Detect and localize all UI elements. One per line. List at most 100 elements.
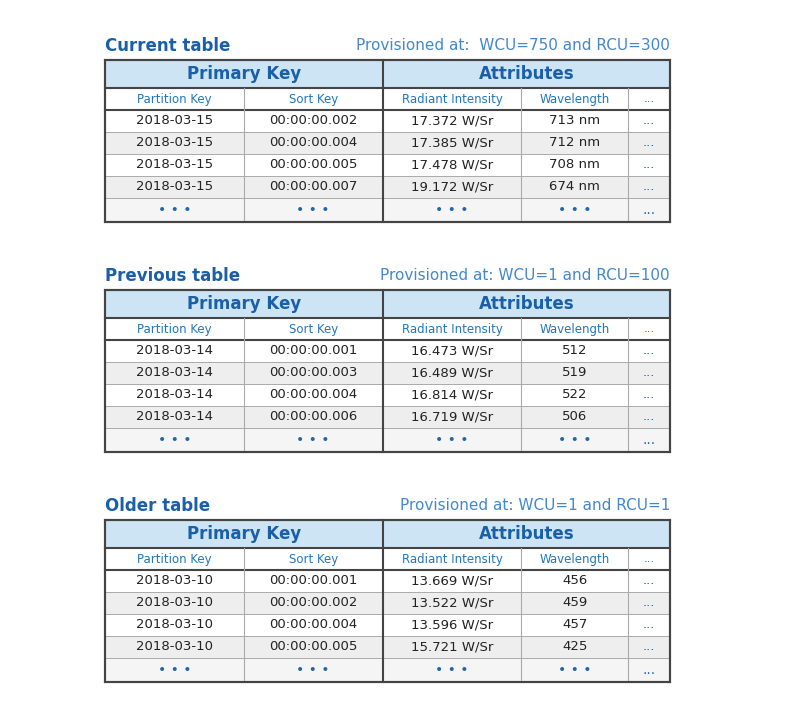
Bar (382, 88, 522, 110)
Text: 17.372 W/Sr: 17.372 W/Sr (411, 114, 494, 128)
Bar (244, 110, 382, 132)
Text: Wavelength: Wavelength (540, 322, 610, 336)
Bar (522, 88, 628, 110)
Bar (382, 110, 522, 132)
Text: 00:00:00.004: 00:00:00.004 (269, 618, 358, 632)
Text: • • •: • • • (297, 663, 330, 677)
Text: Primary Key: Primary Key (186, 295, 301, 313)
Text: • • •: • • • (158, 433, 191, 447)
Bar (382, 384, 522, 406)
Text: 708 nm: 708 nm (550, 159, 600, 171)
Bar (244, 592, 382, 614)
Text: 00:00:00.002: 00:00:00.002 (269, 114, 358, 128)
Text: 16.489 W/Sr: 16.489 W/Sr (411, 367, 493, 379)
Text: 2018-03-10: 2018-03-10 (136, 641, 213, 654)
Bar (522, 614, 628, 636)
Bar (522, 384, 628, 406)
Bar (105, 110, 244, 132)
Bar (382, 132, 522, 154)
Text: 00:00:00.005: 00:00:00.005 (269, 641, 358, 654)
Text: Provisioned at: WCU=1 and RCU=100: Provisioned at: WCU=1 and RCU=100 (380, 269, 670, 283)
Bar (522, 340, 628, 362)
Text: 2018-03-14: 2018-03-14 (136, 367, 213, 379)
Bar (522, 318, 628, 340)
Text: 506: 506 (562, 410, 587, 424)
Bar (382, 154, 522, 176)
Text: 13.669 W/Sr: 13.669 W/Sr (411, 575, 493, 587)
Text: ...: ... (643, 180, 655, 193)
Bar (522, 406, 628, 428)
Text: ...: ... (643, 641, 655, 654)
Bar (105, 60, 670, 222)
Text: 2018-03-10: 2018-03-10 (136, 596, 213, 610)
Text: • • •: • • • (297, 203, 330, 217)
Bar (105, 658, 244, 682)
Bar (105, 176, 244, 198)
Text: • • •: • • • (558, 663, 591, 677)
Bar (522, 132, 628, 154)
Text: Partition Key: Partition Key (137, 553, 212, 565)
Bar (382, 548, 522, 570)
Bar (522, 658, 628, 682)
Bar (628, 340, 670, 362)
Text: Radiant Intensity: Radiant Intensity (402, 553, 502, 565)
Text: Previous table: Previous table (105, 267, 240, 285)
Bar (628, 88, 670, 110)
Bar (382, 362, 522, 384)
Bar (105, 290, 382, 318)
Bar (628, 428, 670, 452)
Bar (382, 636, 522, 658)
Bar (628, 362, 670, 384)
Bar (244, 362, 382, 384)
Text: 00:00:00.006: 00:00:00.006 (269, 410, 358, 424)
Bar (382, 570, 522, 592)
Text: Radiant Intensity: Radiant Intensity (402, 322, 502, 336)
Text: 13.596 W/Sr: 13.596 W/Sr (411, 618, 493, 632)
Text: ...: ... (643, 553, 654, 565)
Text: • • •: • • • (435, 663, 469, 677)
Text: ...: ... (643, 345, 655, 357)
Bar (105, 406, 244, 428)
Bar (244, 88, 382, 110)
Text: 17.478 W/Sr: 17.478 W/Sr (411, 159, 493, 171)
Text: ...: ... (643, 367, 655, 379)
Text: 00:00:00.001: 00:00:00.001 (269, 575, 358, 587)
Text: ...: ... (643, 388, 655, 402)
Text: 00:00:00.003: 00:00:00.003 (269, 367, 358, 379)
Bar (628, 658, 670, 682)
Bar (105, 592, 244, 614)
Text: • • •: • • • (558, 203, 591, 217)
Bar (105, 88, 244, 110)
Text: ...: ... (642, 433, 655, 447)
Text: Sort Key: Sort Key (289, 92, 338, 106)
Bar (628, 154, 670, 176)
Text: Primary Key: Primary Key (186, 65, 301, 83)
Bar (105, 340, 244, 362)
Bar (522, 362, 628, 384)
Text: 16.814 W/Sr: 16.814 W/Sr (411, 388, 493, 402)
Bar (382, 592, 522, 614)
Bar (382, 614, 522, 636)
Bar (628, 570, 670, 592)
Bar (105, 614, 244, 636)
Bar (628, 548, 670, 570)
Bar (628, 318, 670, 340)
Text: Sort Key: Sort Key (289, 553, 338, 565)
Text: 00:00:00.002: 00:00:00.002 (269, 596, 358, 610)
Bar (244, 384, 382, 406)
Bar (105, 548, 244, 570)
Bar (244, 570, 382, 592)
Text: 16.719 W/Sr: 16.719 W/Sr (411, 410, 493, 424)
Text: 2018-03-10: 2018-03-10 (136, 575, 213, 587)
Bar (382, 318, 522, 340)
Bar (628, 198, 670, 222)
Text: 17.385 W/Sr: 17.385 W/Sr (411, 137, 493, 149)
Text: 00:00:00.004: 00:00:00.004 (269, 388, 358, 402)
Text: 512: 512 (562, 345, 587, 357)
Bar (244, 406, 382, 428)
Bar (244, 340, 382, 362)
Bar (105, 154, 244, 176)
Text: 00:00:00.004: 00:00:00.004 (269, 137, 358, 149)
Text: Attributes: Attributes (478, 65, 574, 83)
Text: 674 nm: 674 nm (550, 180, 600, 193)
